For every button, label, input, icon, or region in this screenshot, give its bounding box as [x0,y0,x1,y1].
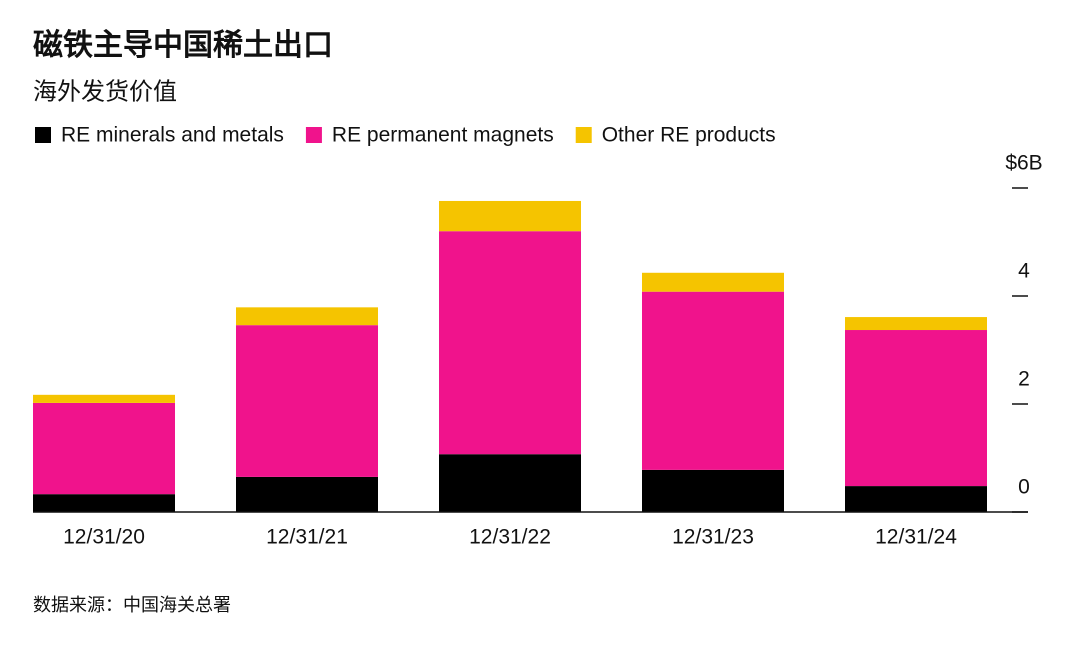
bar-segment [33,394,175,403]
bar-segment [33,402,175,495]
y-tick-label: 4 [1018,260,1030,283]
y-tick-label: $6B [1005,152,1042,175]
x-tick-label: 12/31/20 [63,526,145,549]
chart-title: 磁铁主导中国稀土出口 [33,28,333,62]
bar-segment [236,325,378,477]
bar-segment [845,330,987,487]
legend-swatch [35,127,51,143]
legend-label: RE permanent magnets [332,124,554,147]
y-tick-label: 0 [1018,476,1030,499]
y-tick-label: 2 [1018,368,1030,391]
x-tick-label: 12/31/21 [266,526,348,549]
bar-segment [439,200,581,232]
bar-segment [236,476,378,512]
bar-segment [439,231,581,455]
x-tick-label: 12/31/23 [672,526,754,549]
chart-subtitle: 海外发货价值 [33,78,177,105]
bar-segment [236,307,378,326]
legend-label: Other RE products [602,124,776,147]
legend-swatch [305,127,322,143]
x-tick-label: 12/31/24 [875,526,957,549]
legend-swatch [575,127,592,143]
bar-segment [845,317,987,331]
bar-segment [845,486,987,512]
bar-segment [439,454,581,512]
x-tick-label: 12/31/22 [469,526,551,549]
legend-label: RE minerals and metals [61,124,284,147]
bar-segment [642,272,784,292]
bar-segment [33,494,175,512]
source: 数据来源：中国海关总署 [33,595,231,615]
bar-segment [642,291,784,470]
bar-segment [642,469,784,512]
